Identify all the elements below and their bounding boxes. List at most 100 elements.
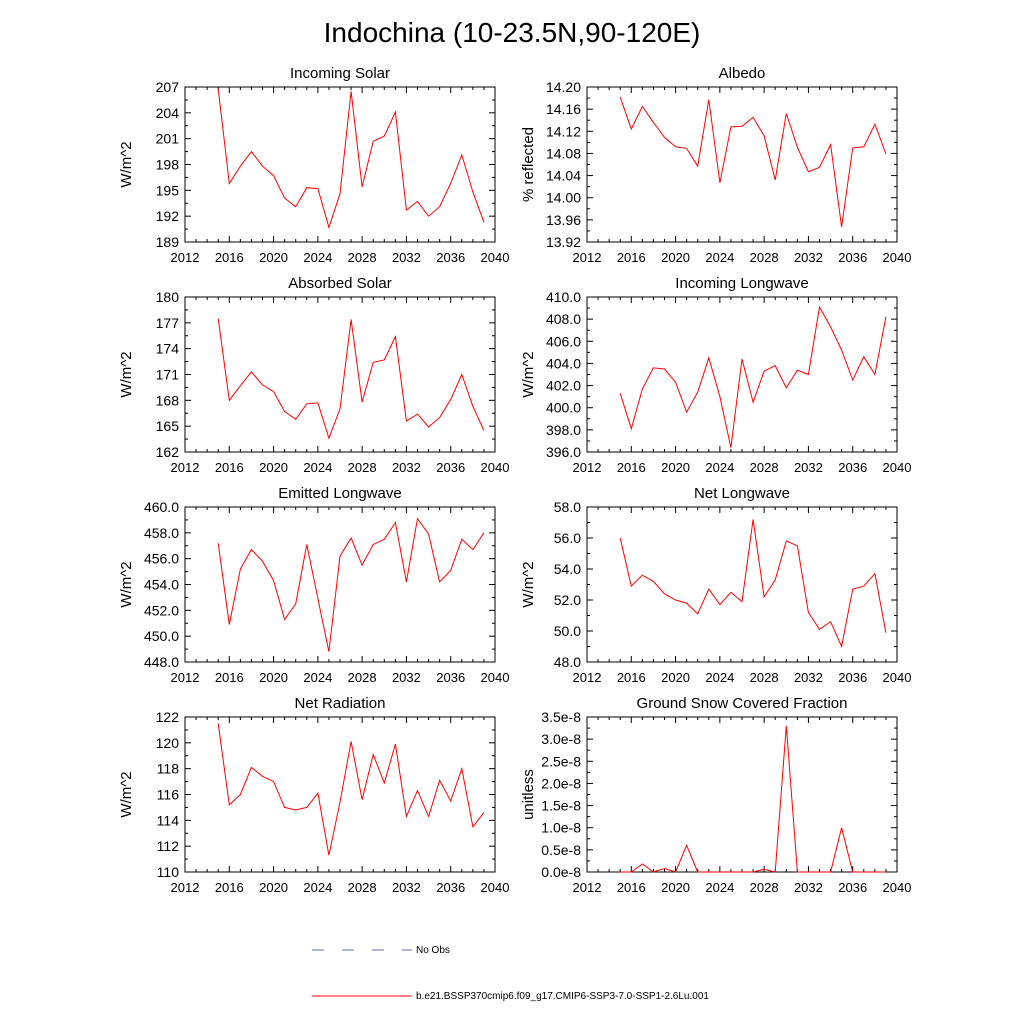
- panel-emitted-longwave: Emitted Longwave W/m^2 2012 2016 2020 2024 202…: [118, 485, 509, 685]
- y-tick-label: 448.0: [144, 654, 179, 670]
- x-tick-label: 2012: [171, 670, 200, 685]
- x-tick-label: 2012: [573, 460, 602, 475]
- x-tick-label: 2016: [617, 880, 646, 895]
- x-tick-label: 2024: [303, 880, 332, 895]
- series-line: [619, 305, 887, 448]
- y-tick-label: 452.0: [144, 602, 179, 618]
- x-tick-label: 2020: [661, 250, 690, 265]
- legend-item-no-obs: No Obs: [312, 945, 450, 956]
- x-tick-label: 2012: [573, 670, 602, 685]
- x-tick-label: 2012: [171, 250, 200, 265]
- y-tick-label: 398.0: [546, 422, 581, 438]
- x-tick-label: 2020: [661, 670, 690, 685]
- panel-title: Incoming Longwave: [675, 275, 808, 292]
- x-tick-label: 2040: [481, 880, 510, 895]
- series-line: [217, 88, 485, 230]
- y-tick-label: 192: [156, 208, 180, 224]
- plot-frame: [184, 86, 496, 243]
- x-tick-label: 2020: [259, 250, 288, 265]
- plot-frame: [586, 716, 898, 873]
- y-tick-label: 450.0: [144, 628, 179, 644]
- x-tick-label: 2036: [838, 460, 867, 475]
- series-line: [619, 519, 887, 649]
- y-tick-label: 402.0: [546, 378, 581, 394]
- panel-net-radiation: Net Radiation W/m^2 2012 2016 2020 2024 2028 20…: [118, 695, 509, 895]
- y-tick-label: 1.5e-8: [541, 798, 581, 814]
- y-tick-label: 52.0: [554, 592, 581, 608]
- x-tick-label: 2032: [794, 670, 823, 685]
- y-tick-label: 54.0: [554, 561, 581, 577]
- y-tick-label: 162: [156, 444, 180, 460]
- x-tick-label: 2028: [348, 250, 377, 265]
- y-tick-label: 112: [157, 838, 180, 854]
- series-line: [620, 725, 886, 873]
- x-tick-label: 2016: [617, 670, 646, 685]
- y-tick-label: 396.0: [546, 444, 581, 460]
- y-tick-label: 118: [157, 761, 180, 777]
- x-tick-label: 2036: [838, 880, 867, 895]
- series-line: [619, 96, 887, 228]
- x-tick-label: 2012: [573, 250, 602, 265]
- y-tick-label: 207: [156, 79, 180, 95]
- x-tick-label: 2028: [750, 880, 779, 895]
- y-axis-label: % reflected: [520, 127, 537, 202]
- y-tick-label: 2.5e-8: [541, 753, 581, 769]
- y-tick-label: 120: [156, 735, 180, 751]
- x-tick-label: 2016: [215, 880, 244, 895]
- x-tick-label: 2028: [750, 250, 779, 265]
- panel-albedo: Albedo % reflected 2012 2016 2020 2024 2028 203…: [520, 65, 911, 265]
- y-tick-label: 180: [156, 289, 180, 305]
- x-tick-label: 2028: [750, 460, 779, 475]
- y-tick-label: 0.5e-8: [541, 842, 581, 858]
- panel-grid: Incoming Solar W/m^2 2012 2016 2020 2024 2028 2…: [118, 65, 911, 895]
- panel-title: Net Longwave: [694, 485, 790, 502]
- x-tick-label: 2020: [259, 460, 288, 475]
- y-tick-label: 204: [156, 105, 180, 121]
- legend-label-no-obs: No Obs: [416, 945, 450, 956]
- y-tick-label: 3.5e-8: [541, 709, 581, 725]
- x-tick-label: 2028: [750, 670, 779, 685]
- x-tick-label: 2036: [838, 670, 867, 685]
- panel-incoming-solar: Incoming Solar W/m^2 2012 2016 2020 2024 2028 2…: [118, 65, 509, 265]
- y-tick-label: 14.20: [546, 79, 581, 95]
- y-tick-label: 3.0e-8: [541, 731, 581, 747]
- series-line: [217, 318, 485, 440]
- y-tick-label: 406.0: [546, 333, 581, 349]
- x-tick-label: 2032: [794, 250, 823, 265]
- y-tick-label: 174: [156, 341, 180, 357]
- x-tick-label: 2020: [661, 460, 690, 475]
- x-tick-label: 2016: [215, 250, 244, 265]
- y-tick-label: 189: [156, 234, 180, 250]
- y-tick-label: 48.0: [554, 654, 581, 670]
- x-tick-label: 2040: [883, 460, 912, 475]
- x-tick-label: 2012: [573, 880, 602, 895]
- panel-title: Absorbed Solar: [288, 275, 391, 292]
- y-tick-label: 116: [157, 787, 180, 803]
- x-tick-label: 2020: [259, 880, 288, 895]
- plot-frame: [184, 506, 496, 663]
- panel-title: Emitted Longwave: [278, 485, 401, 502]
- y-tick-label: 2.0e-8: [541, 775, 581, 791]
- x-tick-label: 2036: [436, 460, 465, 475]
- x-tick-label: 2024: [705, 880, 734, 895]
- y-axis-label: W/m^2: [118, 561, 135, 607]
- y-tick-label: 14.08: [546, 145, 581, 161]
- panel-net-longwave: Net Longwave W/m^2 2012 2016 2020 2024 2028 203…: [520, 485, 911, 685]
- y-axis-label: W/m^2: [520, 351, 537, 397]
- y-tick-label: 458.0: [144, 525, 179, 541]
- y-tick-label: 14.04: [546, 168, 581, 184]
- x-tick-label: 2032: [392, 880, 421, 895]
- x-tick-label: 2028: [348, 670, 377, 685]
- x-tick-label: 2020: [661, 880, 690, 895]
- panel-incoming-longwave: Incoming Longwave W/m^2 2012 2016 2020 2024 20…: [520, 275, 911, 475]
- panel-absorbed-solar: Absorbed Solar W/m^2 2012 2016 2020 2024 2028 2…: [118, 275, 509, 475]
- series-line: [217, 517, 485, 652]
- y-axis-label: W/m^2: [118, 771, 135, 817]
- x-tick-label: 2032: [794, 460, 823, 475]
- y-tick-label: 14.16: [546, 101, 581, 117]
- y-tick-label: 13.96: [546, 212, 581, 228]
- x-tick-label: 2036: [436, 880, 465, 895]
- legend-label-model-run: b.e21.BSSP370cmip6.f09_g17.CMIP6-SSP3-7.…: [416, 991, 709, 1002]
- x-tick-label: 2036: [436, 250, 465, 265]
- y-axis-label: W/m^2: [520, 561, 537, 607]
